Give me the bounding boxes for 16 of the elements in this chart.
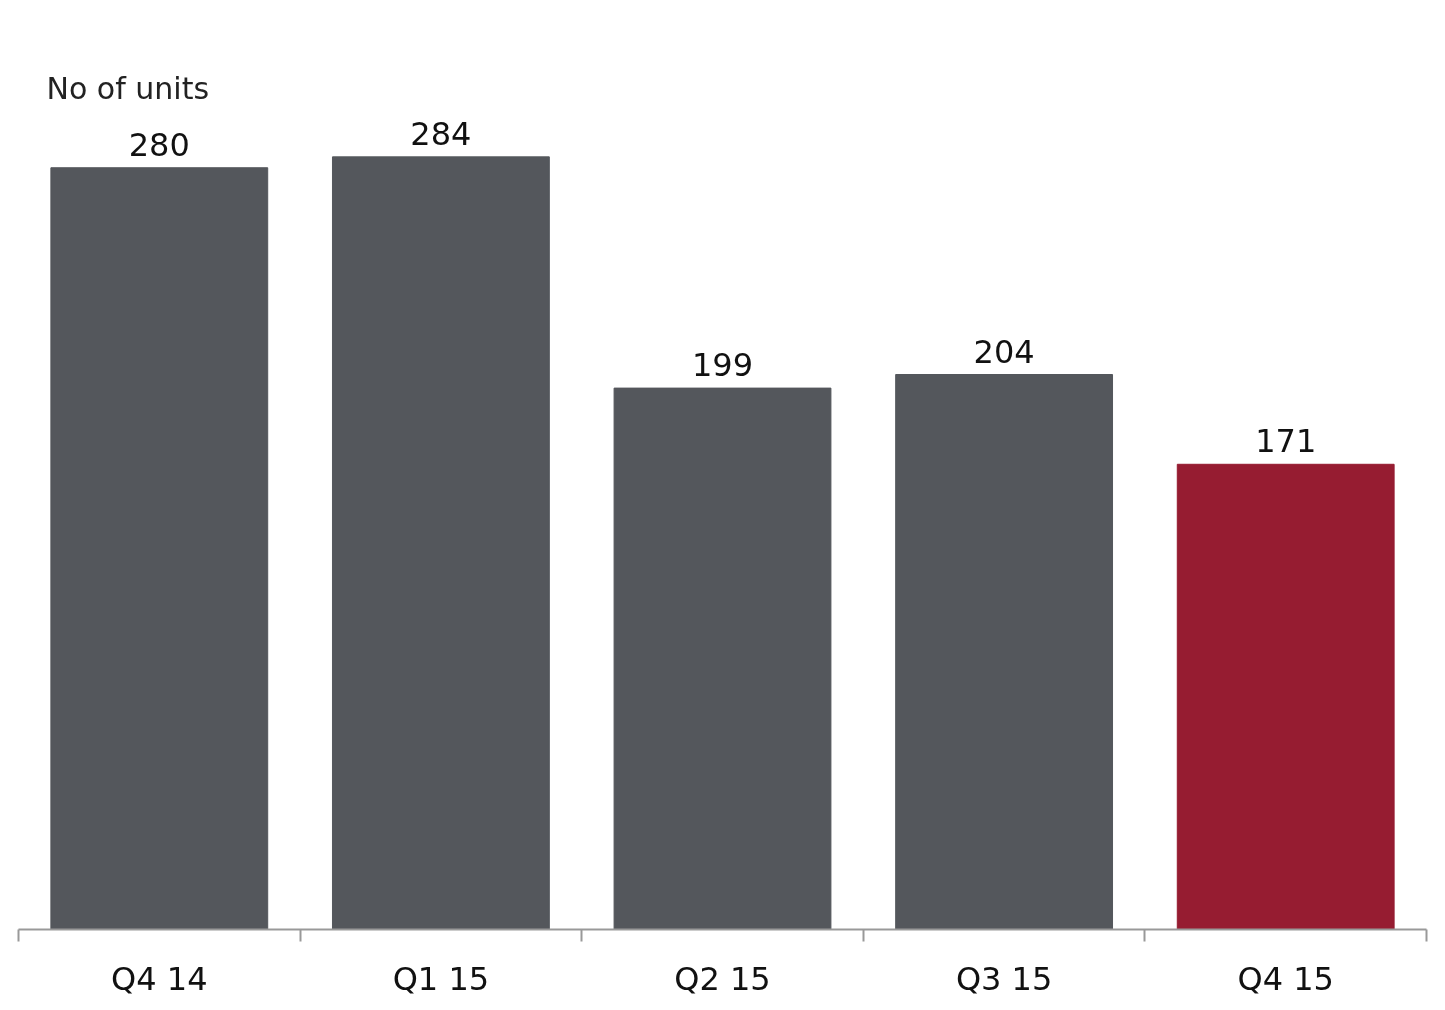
data-label: 284 — [410, 114, 472, 153]
bar — [1176, 463, 1395, 930]
data-label: 199 — [691, 346, 754, 385]
data-label: 171 — [1255, 422, 1317, 461]
x-tick-label: Q4 14 — [111, 959, 208, 998]
x-tick-label: Q2 15 — [674, 959, 771, 998]
bar — [895, 374, 1114, 930]
bar — [331, 156, 550, 930]
data-label: 280 — [128, 125, 190, 164]
x-tick-label: Q1 15 — [392, 959, 490, 998]
x-tick-label: Q4 15 — [1237, 959, 1334, 998]
bar — [613, 387, 832, 930]
bar — [50, 167, 269, 930]
x-tick-label: Q3 15 — [955, 959, 1053, 998]
chart-title: No of units — [46, 70, 210, 106]
data-label: 204 — [973, 332, 1035, 371]
